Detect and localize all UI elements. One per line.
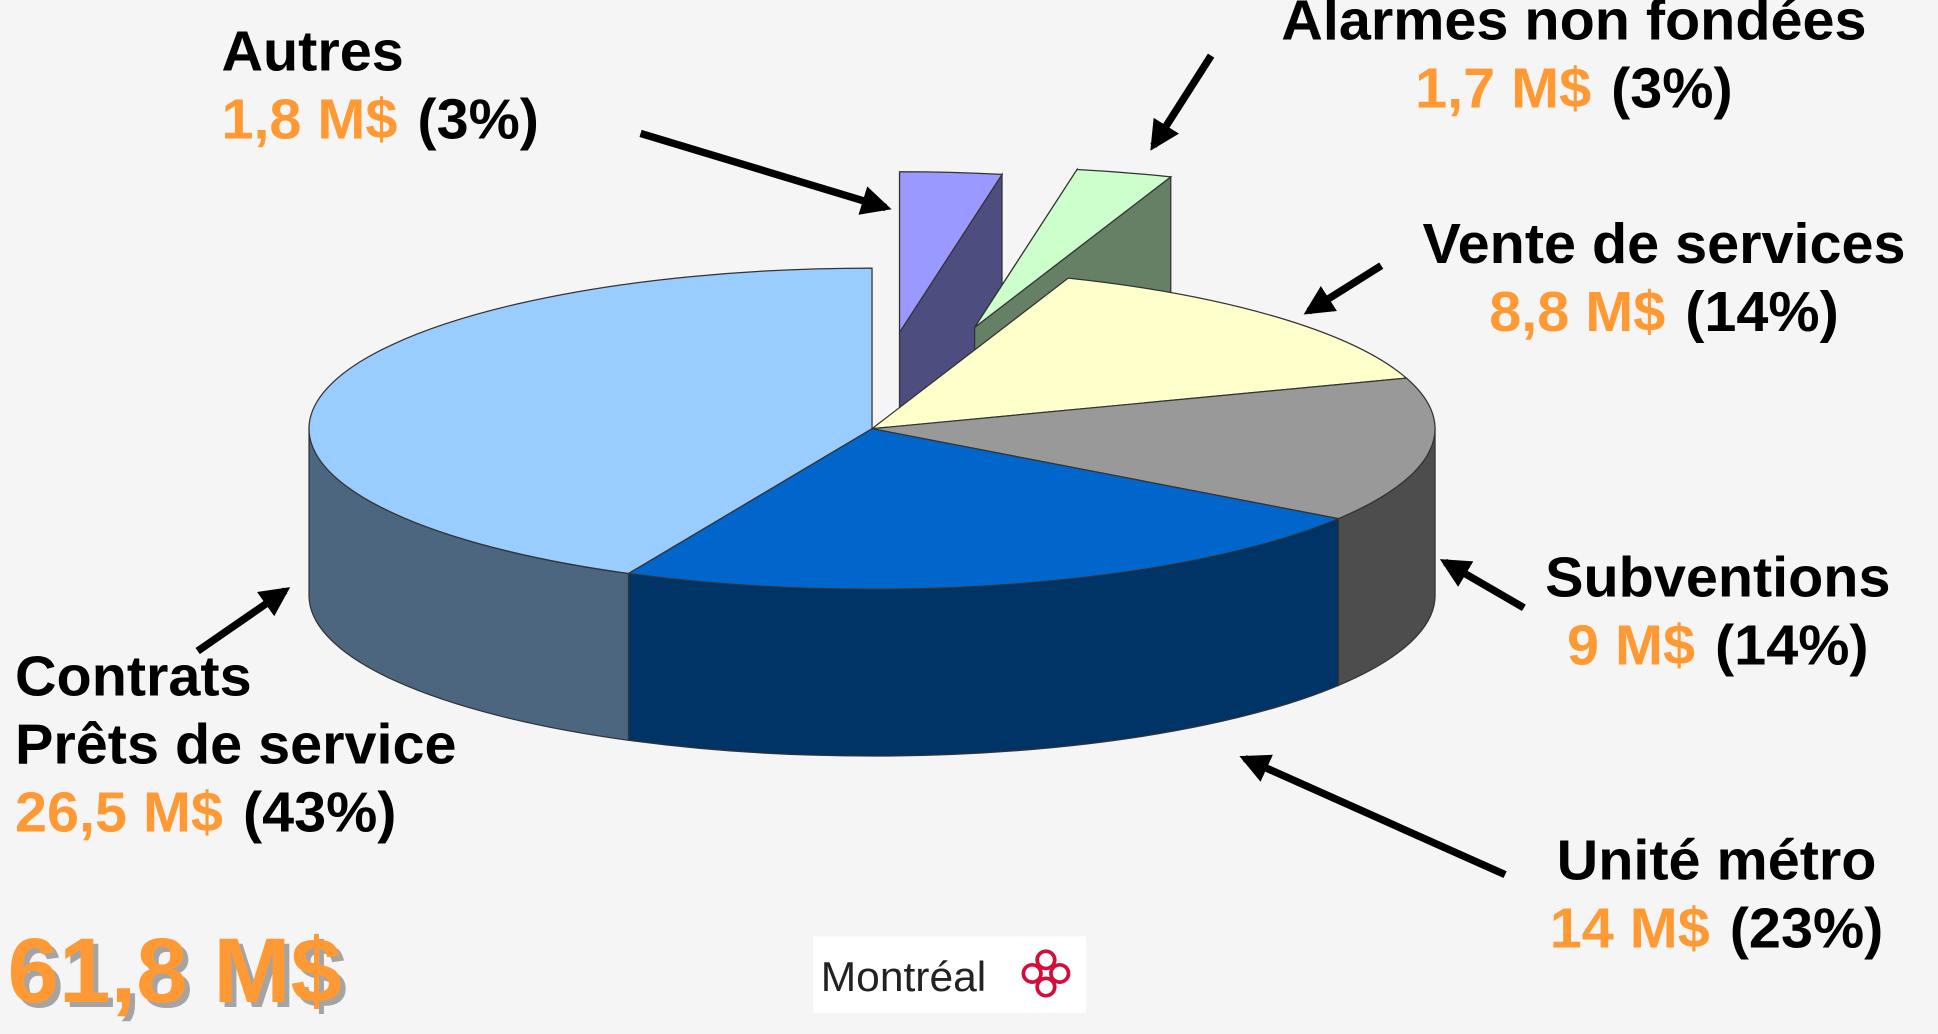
slice [308, 267, 873, 575]
arrow [1150, 53, 1215, 151]
arrow [195, 587, 291, 655]
slice [974, 168, 1173, 328]
arrows [195, 53, 1526, 879]
value-line: 14 M$ (23%) [1550, 897, 1883, 961]
percent-label: (23%) [1730, 897, 1884, 961]
value-line: 8,8 M$ (14%) [1489, 280, 1838, 344]
percent-label: (14%) [1685, 280, 1839, 344]
category-label: Autres [221, 20, 403, 84]
category-label: Unité métro [1557, 829, 1877, 893]
percent-label: (3%) [417, 88, 539, 152]
percent-label: (14%) [1715, 614, 1869, 678]
value-line: 1,7 M$ (3%) [1415, 57, 1732, 121]
logo-icon [1021, 949, 1071, 998]
slice [869, 277, 1408, 430]
category-label: Subventions [1545, 546, 1890, 610]
total-shadow: 61,8 M$ [13, 925, 348, 1026]
slice [871, 377, 1436, 520]
slice [626, 428, 1341, 590]
slice [898, 171, 1004, 335]
value-line: 26,5 M$ (43%) [15, 781, 396, 845]
value-label: 1,8 M$ [221, 88, 397, 152]
category-label: Vente de services [1422, 212, 1905, 276]
logo: Montréal [821, 953, 986, 1000]
value-label: 26,5 M$ [15, 781, 223, 845]
category-label: Contrats Prêts de service [15, 645, 457, 777]
value-label: 1,7 M$ [1415, 57, 1591, 121]
value-label: 8,8 M$ [1489, 280, 1665, 344]
value-line: 1,8 M$ (3%) [221, 88, 538, 152]
percent-label: (43%) [243, 781, 397, 845]
arrow [1303, 262, 1384, 315]
total: 61,8 M$ [8, 920, 343, 1021]
value-label: 9 M$ [1567, 614, 1695, 678]
arrow [639, 129, 892, 215]
pie [308, 167, 1436, 757]
category-label: Alarmes non fondées [1281, 0, 1866, 52]
percent-label: (3%) [1611, 57, 1733, 121]
value-line: 9 M$ (14%) [1567, 614, 1868, 678]
value-label: 14 M$ [1550, 897, 1710, 961]
arrow [1239, 754, 1507, 879]
arrow [1439, 558, 1526, 611]
